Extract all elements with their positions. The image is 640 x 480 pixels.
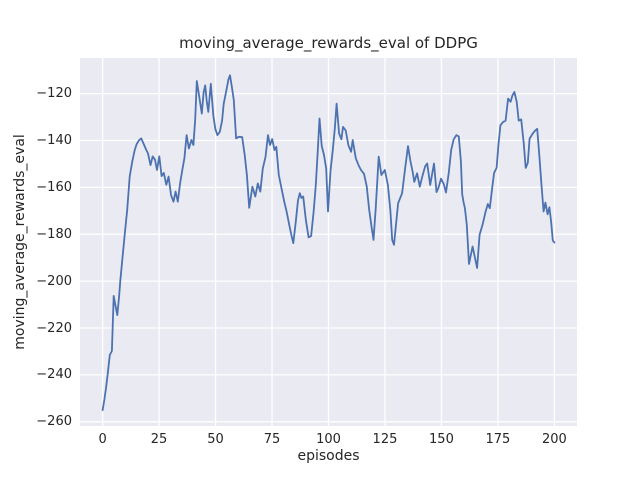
x-tick-label: 75 (263, 432, 281, 447)
x-tick-label: 50 (207, 432, 224, 447)
y-tick-label: −140 (36, 133, 72, 148)
chart-title: moving_average_rewards_eval of DDPG (179, 34, 478, 52)
y-tick-label: −260 (36, 414, 72, 430)
y-tick-label: −120 (36, 86, 72, 102)
x-tick-label: 175 (485, 432, 511, 447)
x-tick-label: 125 (372, 432, 398, 447)
x-tick-label: 150 (429, 432, 454, 447)
y-axis-label: moving_average_rewards_eval (12, 134, 28, 350)
y-tick-label: −200 (36, 273, 72, 289)
x-tick-label: 0 (98, 432, 107, 447)
x-tick-label: 25 (150, 432, 168, 447)
x-tick-label: 200 (541, 432, 567, 447)
y-tick-label: −180 (36, 226, 72, 242)
x-tick-label: 100 (316, 432, 341, 447)
x-axis-label: episodes (297, 448, 360, 464)
reward-line (101, 74, 556, 412)
y-tick-label: −160 (36, 179, 72, 195)
y-tick-label: −220 (36, 320, 72, 336)
y-tick-label: −240 (36, 367, 72, 383)
